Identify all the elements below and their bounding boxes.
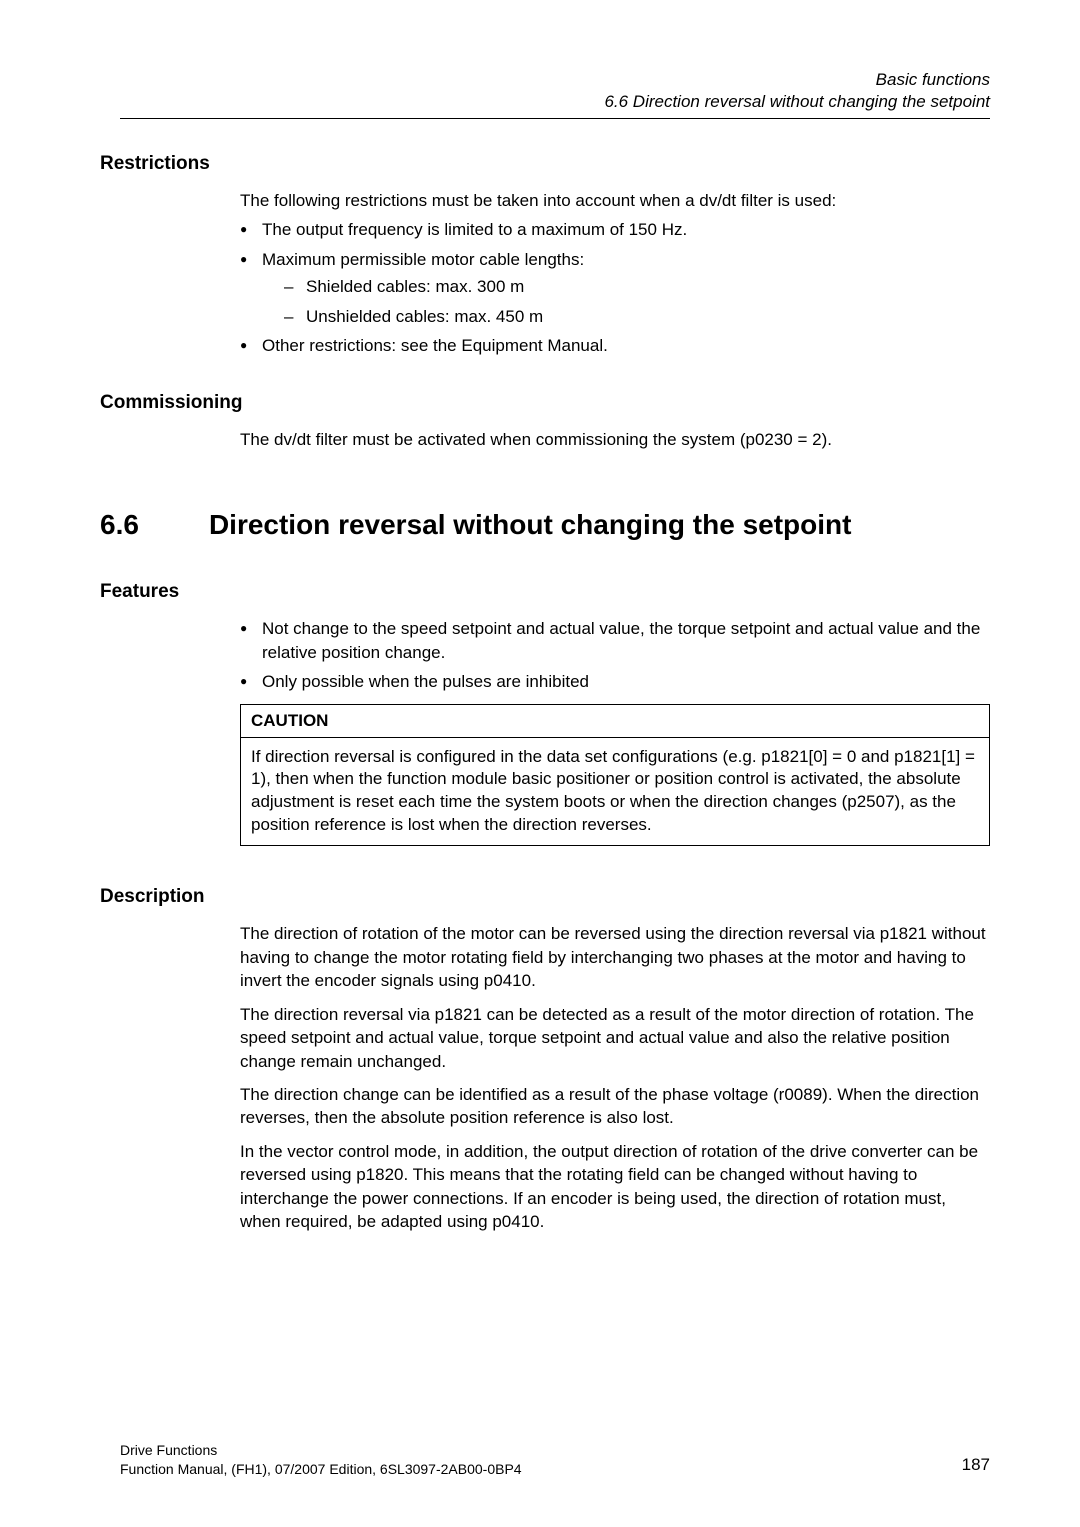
caution-body: If direction reversal is configured in t… (241, 738, 989, 846)
header-rule (120, 118, 990, 119)
footer-left: Drive Functions Function Manual, (FH1), … (120, 1441, 522, 1479)
commissioning-body: The dv/dt filter must be activated when … (240, 428, 990, 451)
description-p3: The direction change can be identified a… (240, 1083, 990, 1130)
features-b1: Not change to the speed setpoint and act… (240, 617, 990, 664)
caution-label: CAUTION (241, 705, 989, 738)
restrictions-b1: The output frequency is limited to a max… (240, 218, 990, 241)
restrictions-block: The following restrictions must be taken… (240, 189, 990, 358)
footer: Drive Functions Function Manual, (FH1), … (120, 1441, 990, 1479)
features-block: Not change to the speed setpoint and act… (240, 617, 990, 693)
description-p4: In the vector control mode, in addition,… (240, 1140, 990, 1234)
features-b2: Only possible when the pulses are inhibi… (240, 670, 990, 693)
chapter-number: 6.6 (100, 509, 139, 541)
caution-box: CAUTION If direction reversal is configu… (240, 704, 990, 847)
description-p2: The direction reversal via p1821 can be … (240, 1003, 990, 1073)
restrictions-heading: Restrictions (100, 153, 990, 175)
running-header: Basic functions 6.6 Direction reversal w… (120, 70, 990, 112)
description-p1: The direction of rotation of the motor c… (240, 922, 990, 992)
restrictions-b2-sub1: Shielded cables: max. 300 m (284, 275, 990, 298)
footer-page: 187 (962, 1441, 990, 1477)
features-heading: Features (100, 581, 990, 603)
restrictions-list: The output frequency is limited to a max… (240, 218, 990, 357)
footer-l2: Function Manual, (FH1), 07/2007 Edition,… (120, 1460, 522, 1479)
header-line1: Basic functions (120, 70, 990, 90)
restrictions-sublist: Shielded cables: max. 300 m Unshielded c… (262, 275, 990, 328)
restrictions-b2: Maximum permissible motor cable lengths:… (240, 248, 990, 328)
commissioning-block: The dv/dt filter must be activated when … (240, 428, 990, 451)
commissioning-heading: Commissioning (100, 392, 990, 414)
footer-l1: Drive Functions (120, 1441, 522, 1460)
restrictions-intro: The following restrictions must be taken… (240, 189, 990, 212)
restrictions-b3: Other restrictions: see the Equipment Ma… (240, 334, 990, 357)
header-line2: 6.6 Direction reversal without changing … (120, 92, 990, 112)
restrictions-b2-sub2: Unshielded cables: max. 450 m (284, 305, 990, 328)
features-list: Not change to the speed setpoint and act… (240, 617, 990, 693)
description-heading: Description (100, 886, 990, 908)
chapter-row: 6.6 Direction reversal without changing … (100, 509, 990, 541)
chapter-title: Direction reversal without changing the … (209, 509, 852, 541)
restrictions-b2-text: Maximum permissible motor cable lengths: (262, 250, 584, 269)
description-block: The direction of rotation of the motor c… (240, 922, 990, 1233)
